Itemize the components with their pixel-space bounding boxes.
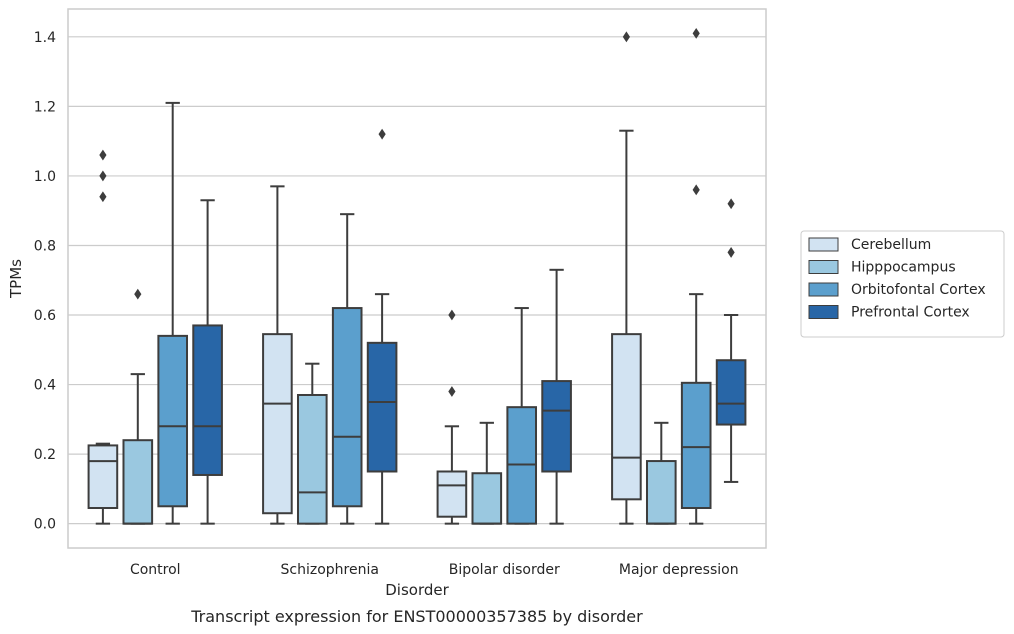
y-tick-label: 0.0 — [34, 517, 56, 533]
outlier-point — [448, 386, 456, 397]
outlier-point — [99, 149, 107, 161]
y-tick-label: 1.2 — [34, 99, 56, 115]
plot-frame — [67, 8, 767, 549]
box-iqr — [436, 470, 468, 518]
legend-swatch — [808, 282, 839, 297]
box-orbitofontal-cortex — [157, 101, 189, 525]
box-iqr — [715, 359, 747, 426]
legend-frame — [800, 230, 1005, 338]
box-iqr — [471, 472, 503, 525]
y-axis-label: TPMs — [7, 259, 25, 299]
x-tick-label: Schizophrenia — [281, 562, 379, 578]
box-hipppocampus — [471, 421, 503, 525]
y-tick-label: 0.8 — [34, 238, 56, 254]
box-orbitofontal-cortex — [680, 27, 712, 525]
box-iqr — [541, 380, 572, 473]
boxes — [87, 27, 747, 525]
legend: Cerebellum Hipppocampus Orbitofontal Corte… — [800, 230, 1005, 338]
legend-entry-label: Cerebellum — [851, 237, 931, 253]
outlier-point — [448, 309, 456, 321]
x-axis-label: Disorder — [385, 581, 449, 599]
y-tick-label: 0.4 — [34, 378, 56, 394]
box-hipppocampus — [122, 288, 154, 525]
x-tick-label: Control — [130, 562, 181, 578]
y-tick-label: 0.2 — [34, 447, 56, 463]
box-orbitofontal-cortex — [331, 213, 363, 525]
legend-entry-label: Prefrontal Cortex — [851, 305, 970, 321]
outlier-point — [692, 184, 700, 196]
box-iqr — [192, 324, 223, 476]
box-iqr — [296, 393, 328, 525]
box-cerebellum — [87, 149, 119, 525]
legend-entry-label: Hipppocampus — [851, 260, 956, 276]
box-iqr — [331, 307, 363, 508]
outlier-point — [622, 31, 630, 43]
box-hipppocampus — [645, 421, 677, 525]
y-tick-labels: 0.0 0.2 0.4 0.6 0.8 1.0 1.2 1.4 — [34, 30, 56, 533]
box-iqr — [262, 333, 293, 515]
x-tick-label: Bipolar disorder — [449, 562, 560, 578]
box-prefrontal-cortex — [715, 198, 747, 483]
box-orbitofontal-cortex — [506, 307, 538, 525]
box-iqr — [157, 334, 189, 508]
box-iqr — [122, 439, 154, 525]
box-prefrontal-cortex — [541, 268, 572, 525]
box-iqr — [87, 444, 119, 510]
box-iqr — [680, 381, 712, 510]
outlier-point — [727, 247, 735, 258]
chart-caption: Transcript expression for ENST0000035738… — [190, 607, 643, 626]
x-tick-label: Major depression — [619, 562, 739, 578]
outlier-point — [99, 191, 107, 203]
legend-swatch — [808, 260, 839, 274]
legend-swatch — [808, 237, 839, 252]
x-tick-labels: Control Schizophrenia Bipolar disorder Majo… — [130, 562, 739, 578]
box-prefrontal-cortex — [192, 199, 223, 525]
legend-entry-label: Orbitofontal Cortex — [851, 282, 986, 298]
y-tick-label: 1.4 — [34, 30, 56, 46]
box-iqr — [611, 333, 642, 501]
box-cerebellum — [262, 185, 293, 525]
outlier-point — [378, 128, 386, 140]
legend-swatch — [808, 305, 839, 319]
box-iqr — [645, 460, 677, 525]
outlier-point — [134, 288, 142, 300]
box-hipppocampus — [296, 362, 328, 525]
box-cerebellum — [436, 309, 468, 525]
y-tick-label: 1.0 — [34, 169, 56, 185]
outlier-point — [99, 170, 107, 182]
box-iqr — [366, 341, 398, 473]
box-cerebellum — [611, 31, 642, 525]
outlier-point — [727, 198, 735, 210]
y-tick-label: 0.6 — [34, 308, 56, 324]
box-prefrontal-cortex — [366, 128, 398, 525]
outlier-point — [692, 27, 700, 39]
